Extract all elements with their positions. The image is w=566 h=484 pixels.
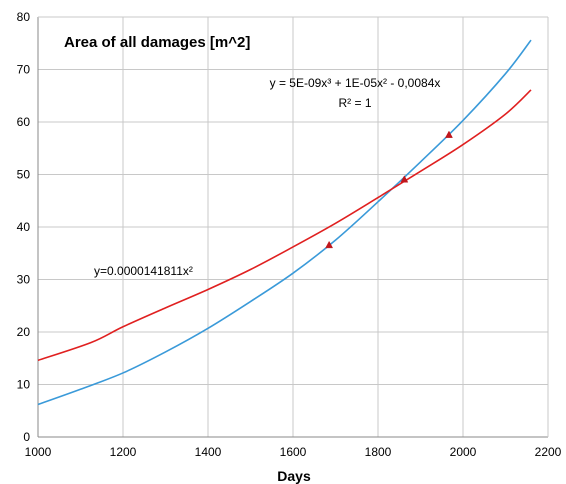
cubic-trend-line [37,39,532,406]
axes: 0 10 20 30 40 50 60 70 80 1000 1200 1400 1600 1800 200… [17,10,562,459]
y-tick-label: 30 [17,273,31,287]
y-tick-label: 80 [17,10,31,24]
x-tick-label: 1400 [195,445,222,459]
x-tick-label: 1600 [280,445,307,459]
y-tick-label: 40 [17,220,31,234]
y-tick-label: 50 [17,168,31,182]
r-squared-label: R² = 1 [338,96,371,110]
x-tick-label: 2000 [450,445,477,459]
observation-point [400,175,409,183]
grid [37,16,549,438]
x-tick-label: 2200 [535,445,562,459]
x-tick-label: 1000 [25,445,52,459]
y-tick-label: 20 [17,325,31,339]
chart-title: Area of all damages [m^2] [64,34,250,51]
y-tick-label: 0 [23,430,30,444]
annotations: Area of all damages [m^2] y = 5E-09x³ + … [64,34,440,484]
x-tick-label: 1800 [365,445,392,459]
y-tick-label: 60 [17,115,31,129]
observation-point [325,240,334,249]
x-axis-label: Days [277,468,311,484]
series [37,39,532,406]
y-tick-label: 10 [17,378,31,392]
quadratic-equation: y=0.0000141811x² [94,264,193,278]
cubic-equation: y = 5E-09x³ + 1E-05x² - 0,0084x [270,76,441,90]
quadratic-trend-line [37,89,532,362]
observation-point [445,130,453,138]
x-tick-label: 1200 [110,445,137,459]
y-tick-label: 70 [17,63,31,77]
